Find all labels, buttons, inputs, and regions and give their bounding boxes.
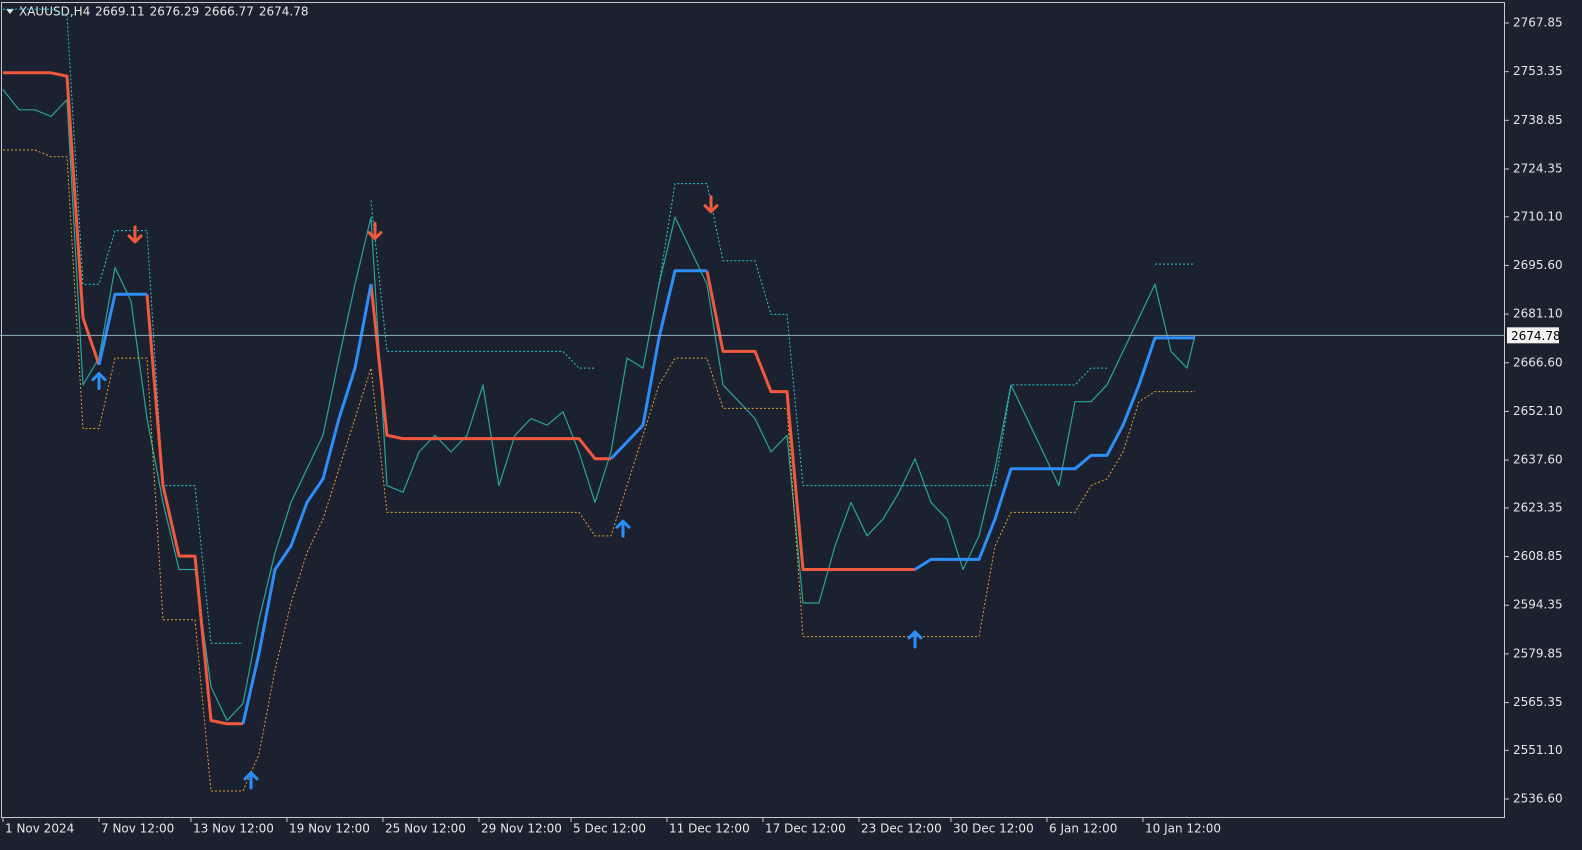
y-tick-label: 2710.10 [1513,209,1563,223]
x-tick-label: 29 Nov 12:00 [481,822,562,836]
signal-arrow [243,771,259,790]
price-tag [1507,327,1559,344]
signal-arrow [703,195,719,214]
y-tick-label: 2594.35 [1513,598,1563,612]
x-tick-label: 10 Jan 12:00 [1145,822,1221,836]
x-tick-label: 25 Nov 12:00 [385,822,466,836]
x-tick-label: 6 Jan 12:00 [1049,822,1117,836]
y-tick-label: 2681.10 [1513,307,1563,321]
y-tick-label: 2536.60 [1513,792,1563,806]
y-tick-label: 2724.35 [1513,161,1563,175]
y-tick-label: 2579.85 [1513,646,1563,660]
series-line [3,71,915,726]
y-tick-label: 2623.35 [1513,500,1563,514]
plot-border [1,2,1505,818]
signal-arrow [91,372,107,391]
y-tick-label: 2637.60 [1513,453,1563,467]
signal-arrow [907,630,923,649]
series-line [97,269,1195,725]
y-tick-label: 2652.10 [1513,404,1563,418]
y-tick-label: 2767.85 [1513,16,1563,30]
ohlc-values: 2669.11 2676.29 2666.77 2674.78 [95,5,309,19]
x-tick-label: 13 Nov 12:00 [193,822,274,836]
y-tick-label: 2753.35 [1513,64,1563,78]
x-tick-label: 17 Dec 12:00 [765,822,846,836]
x-tick-label: 5 Dec 12:00 [573,822,646,836]
y-tick-label: 2738.85 [1513,113,1563,127]
ohlc-value: 2669.11 [95,5,145,19]
signal-arrow [615,519,631,538]
signal-arrow [367,222,383,241]
ohlc-value: 2666.77 [204,5,254,19]
x-tick-label: 23 Dec 12:00 [861,822,942,836]
x-tick-label: 30 Dec 12:00 [953,822,1034,836]
x-tick-label: 1 Nov 2024 [5,822,74,836]
ohlc-value: 2674.78 [259,5,309,19]
y-tick-label: 2551.10 [1513,743,1563,757]
ohlc-value: 2676.29 [150,5,200,19]
y-tick-label: 2695.60 [1513,258,1563,272]
y-tick-label: 2666.60 [1513,355,1563,369]
price-tag-label: 2674.78 [1511,329,1561,343]
signal-arrow [127,225,143,244]
x-tick-label: 19 Nov 12:00 [289,822,370,836]
y-tick-label: 2608.85 [1513,549,1563,563]
menu-triangle[interactable] [6,9,14,14]
y-tick-label: 2565.35 [1513,695,1563,709]
x-tick-label: 11 Dec 12:00 [669,822,750,836]
symbol: XAUUSD,H4 [19,5,90,19]
x-tick-label: 7 Nov 12:00 [101,822,174,836]
series-line [3,149,1195,792]
